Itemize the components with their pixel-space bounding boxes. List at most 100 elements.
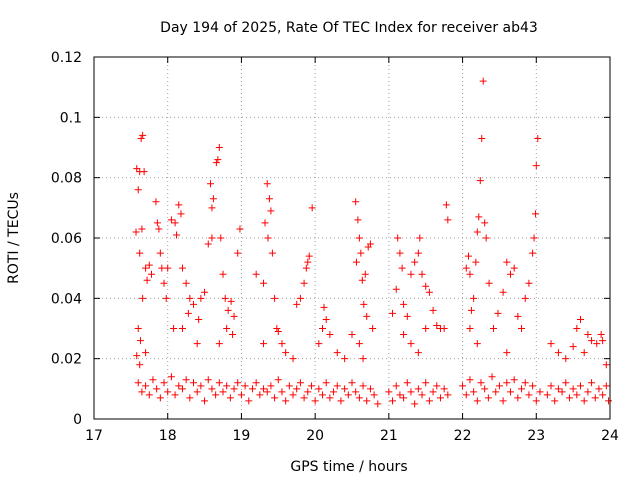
axis-ticks: [93, 56, 611, 420]
data-point: [133, 352, 141, 360]
data-point: [177, 210, 185, 218]
data-point: [532, 162, 540, 170]
data-point: [602, 382, 610, 390]
data-point: [547, 382, 555, 390]
data-point: [580, 397, 588, 405]
data-point: [433, 321, 441, 329]
data-point: [304, 258, 312, 266]
data-point: [245, 397, 253, 405]
data-point: [521, 294, 529, 302]
data-points: [132, 77, 613, 408]
data-point: [472, 258, 480, 266]
data-point: [304, 388, 312, 396]
data-point: [142, 349, 150, 357]
x-tick-label: 19: [233, 428, 251, 444]
data-point: [518, 325, 526, 332]
data-point: [392, 382, 400, 390]
data-point: [305, 252, 313, 260]
data-point: [138, 388, 146, 396]
data-point: [226, 394, 234, 402]
data-point: [219, 270, 227, 278]
data-point: [562, 379, 570, 387]
data-point: [137, 134, 145, 142]
data-point: [565, 394, 573, 402]
data-point: [569, 343, 577, 351]
data-point: [584, 388, 592, 396]
data-point: [319, 325, 327, 332]
data-point: [481, 385, 489, 393]
data-point: [164, 264, 172, 272]
x-tick-label: 24: [601, 428, 619, 444]
data-point: [278, 340, 286, 348]
data-point: [462, 391, 470, 399]
data-point: [267, 207, 275, 215]
axis-tick-labels: 17 18 19 20 21 22 23 24 0 0.02 0.04 0.06 0.08 0.1 0.12: [51, 50, 619, 444]
data-point: [396, 391, 404, 399]
data-point: [201, 397, 209, 405]
data-point: [326, 331, 334, 339]
data-point: [492, 388, 500, 396]
data-point: [333, 382, 341, 390]
data-point: [407, 388, 415, 396]
x-axis-label: GPS time / hours: [290, 459, 407, 475]
data-point: [369, 325, 377, 332]
data-point: [307, 382, 315, 390]
data-point: [532, 397, 540, 405]
data-point: [263, 180, 271, 188]
data-point: [503, 379, 511, 387]
data-point: [543, 391, 551, 399]
data-point: [354, 216, 362, 224]
data-point: [389, 309, 397, 317]
data-point: [422, 379, 430, 387]
data-point: [171, 219, 179, 227]
data-point: [186, 294, 194, 302]
x-tick-label: 23: [527, 428, 545, 444]
data-point: [252, 270, 260, 278]
data-point: [195, 315, 203, 323]
data-point: [577, 315, 585, 323]
data-point: [444, 391, 452, 399]
data-point: [219, 388, 227, 396]
data-point: [440, 385, 448, 393]
data-point: [209, 195, 217, 203]
data-point: [212, 159, 220, 167]
data-point: [602, 361, 610, 369]
y-tick-label: 0: [73, 412, 82, 428]
data-point: [217, 234, 225, 242]
data-point: [358, 276, 366, 284]
data-point: [341, 355, 349, 363]
data-point: [320, 303, 328, 311]
data-point: [357, 249, 365, 257]
data-point: [271, 394, 279, 402]
data-point: [470, 388, 478, 396]
data-point: [398, 264, 406, 272]
data-point: [236, 225, 244, 233]
data-point: [394, 234, 402, 242]
data-point: [315, 385, 323, 393]
data-point: [341, 385, 349, 393]
data-point: [282, 349, 290, 357]
data-point: [193, 388, 201, 396]
data-point: [149, 376, 157, 384]
data-point: [160, 379, 168, 387]
data-point: [418, 270, 426, 278]
data-point: [514, 394, 522, 402]
data-point: [229, 331, 237, 339]
data-point: [425, 288, 433, 296]
data-point: [396, 249, 404, 257]
data-point: [411, 400, 419, 408]
data-point: [360, 300, 368, 308]
data-point: [300, 394, 308, 402]
data-point: [525, 391, 533, 399]
data-point: [355, 234, 363, 242]
x-tick-label: 17: [85, 428, 103, 444]
data-point: [152, 198, 160, 206]
data-point: [400, 331, 408, 339]
data-point: [518, 385, 526, 393]
data-point: [153, 219, 161, 227]
data-point: [193, 340, 201, 348]
data-point: [433, 382, 441, 390]
data-point: [190, 300, 198, 308]
